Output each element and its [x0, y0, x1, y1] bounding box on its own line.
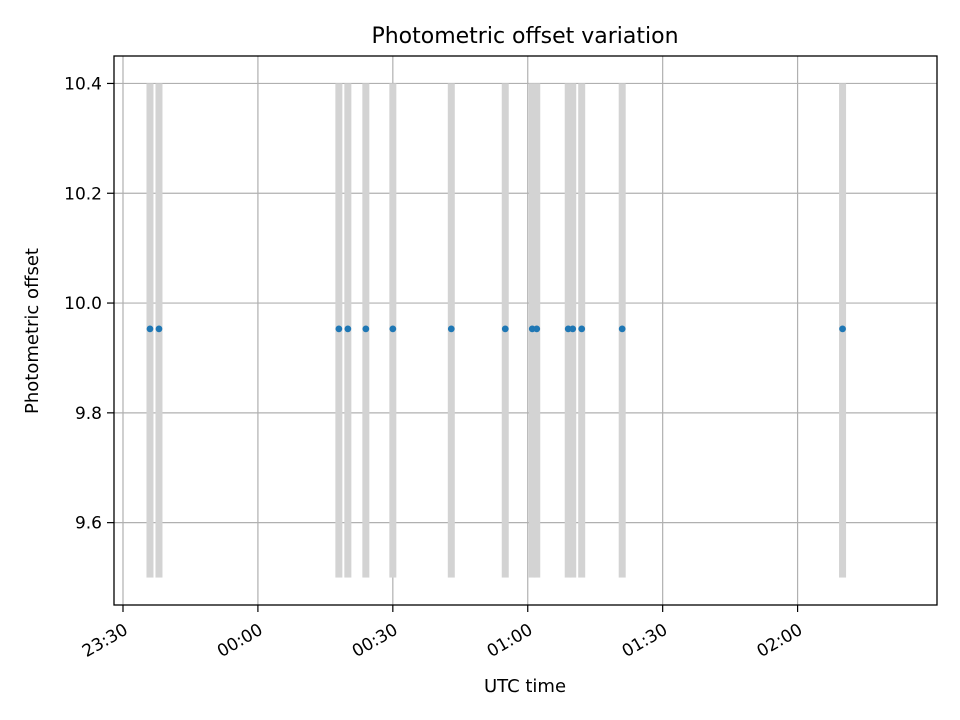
data-point	[335, 325, 343, 333]
x-tick-label: 00:30	[349, 620, 401, 662]
data-point	[578, 325, 586, 333]
y-tick-label: 10.0	[64, 294, 102, 314]
y-tick-label: 9.6	[75, 514, 102, 534]
data-point	[146, 325, 154, 333]
x-tick-label: 00:00	[214, 620, 266, 662]
x-tick-label: 01:30	[619, 620, 671, 662]
x-axis-ticks: 23:30 00:00 00:30 01:00 01:30 02:00	[79, 605, 806, 662]
chart-title: Photometric offset variation	[371, 24, 678, 49]
bands	[146, 83, 847, 578]
x-tick-label: 01:00	[484, 620, 536, 662]
data-point	[618, 325, 626, 333]
plot-area	[113, 55, 938, 606]
y-tick-label: 10.4	[64, 74, 102, 94]
x-axis-label: UTC time	[484, 676, 566, 697]
x-tick-label: 23:30	[79, 620, 131, 662]
y-tick-label: 10.2	[64, 184, 102, 204]
data-point	[155, 325, 163, 333]
data-point	[344, 325, 352, 333]
data-point	[389, 325, 397, 333]
data-point	[447, 325, 455, 333]
data-points	[146, 325, 846, 333]
data-point	[839, 325, 846, 333]
y-tick-label: 9.8	[75, 404, 102, 424]
data-point	[569, 325, 577, 333]
x-tick-label: 02:00	[754, 620, 806, 662]
y-axis-ticks: 9.6 9.8 10.0 10.2 10.4	[64, 74, 114, 534]
y-axis-label: Photometric offset	[22, 248, 43, 414]
data-point	[533, 325, 541, 333]
grid	[114, 56, 937, 605]
data-point	[501, 325, 509, 333]
data-point	[362, 325, 370, 333]
